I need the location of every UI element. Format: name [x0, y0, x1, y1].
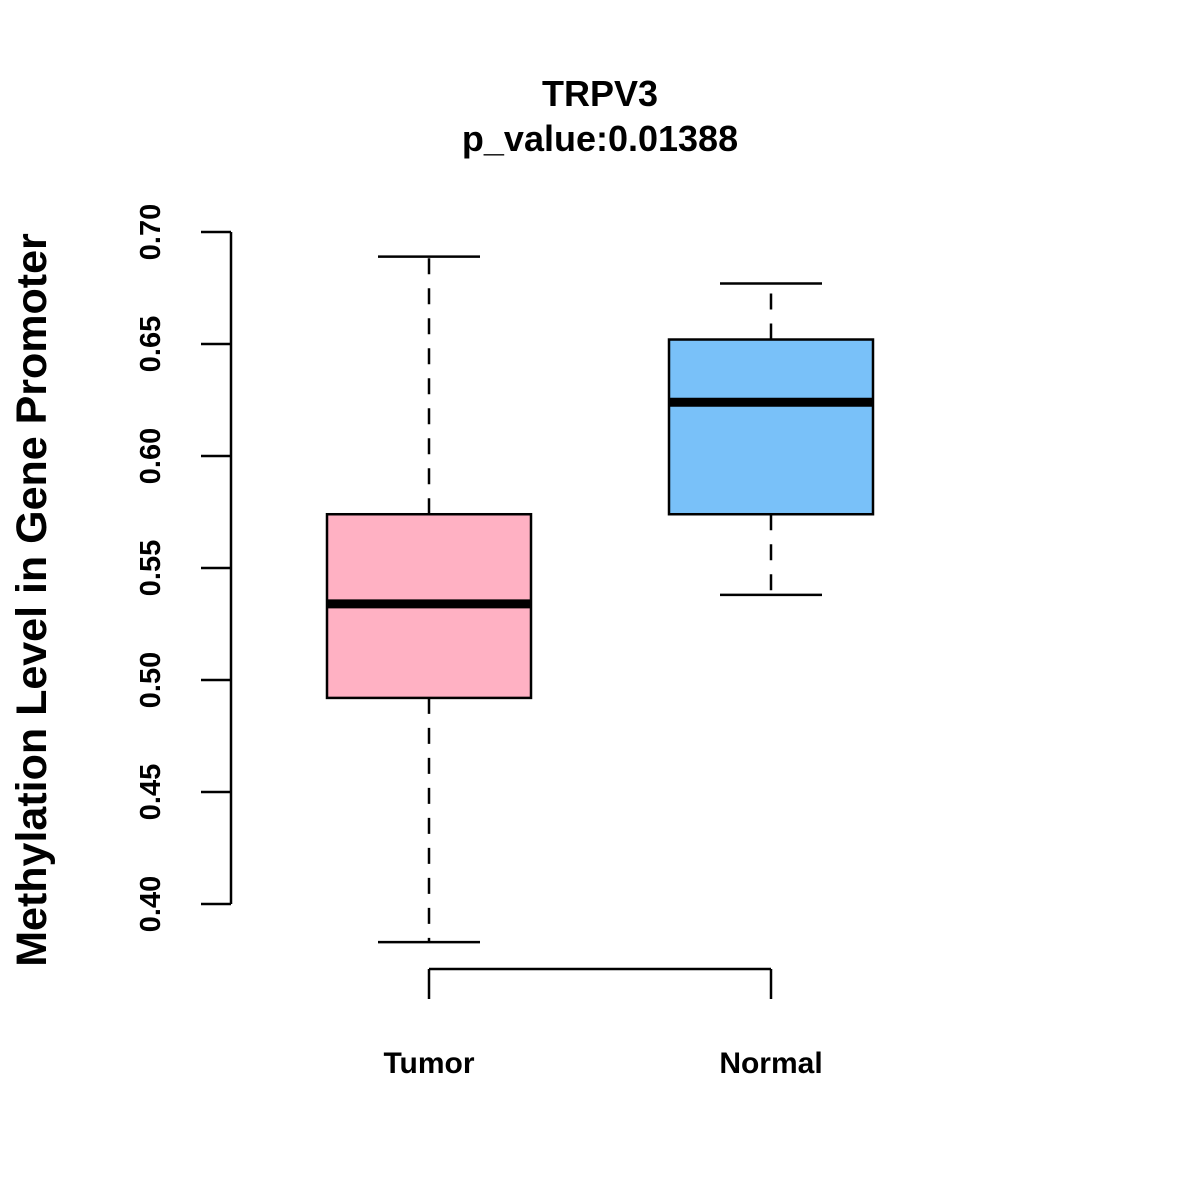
y-tick-label: 0.40	[135, 876, 167, 932]
box-tumor	[325, 255, 533, 944]
y-tick-label: 0.45	[135, 764, 167, 820]
chart-title: TRPV3	[542, 73, 658, 114]
y-tick-label: 0.55	[135, 540, 167, 596]
y-tick-label: 0.65	[135, 316, 167, 372]
iqr-box	[667, 338, 875, 516]
x-tick-label: Tumor	[383, 1047, 474, 1080]
y-tick-label: 0.60	[135, 428, 167, 484]
box-normal	[667, 282, 875, 597]
y-axis-label: Methylation Level in Gene Promoter	[8, 233, 56, 967]
x-tick-label: Normal	[719, 1047, 822, 1080]
boxes	[325, 255, 875, 944]
y-tick-label: 0.70	[135, 204, 167, 260]
y-tick-label: 0.50	[135, 652, 167, 708]
x-axis: Tumor Normal	[383, 967, 823, 1080]
y-axis: 0.40 0.45 0.50 0.55 0.60 0.65 0.70	[135, 204, 233, 932]
chart-subtitle: p_value:0.01388	[462, 118, 738, 159]
